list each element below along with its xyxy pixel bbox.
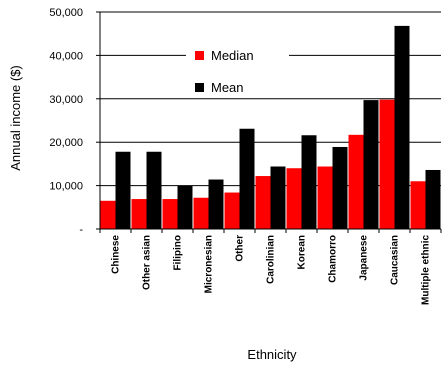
x-tick-label: Chamorro bbox=[328, 235, 339, 283]
x-axis-title: Ethnicity bbox=[247, 347, 297, 362]
bar-median bbox=[379, 99, 395, 229]
x-tick-label: Filipino bbox=[173, 235, 184, 271]
y-tick-label: 50,000 bbox=[49, 7, 83, 19]
legend: Median Mean bbox=[186, 44, 289, 98]
bar-mean bbox=[301, 135, 317, 229]
y-tick-label: - bbox=[79, 224, 83, 236]
legend-swatch-mean bbox=[195, 83, 204, 92]
x-tick-label: Japanese bbox=[359, 235, 370, 281]
bar-median bbox=[255, 176, 271, 229]
legend-label-mean: Mean bbox=[211, 80, 244, 95]
bar-mean bbox=[332, 146, 348, 229]
y-tick-label: 40,000 bbox=[49, 50, 83, 62]
y-axis-title: Annual income ($) bbox=[8, 65, 23, 171]
x-tick-label: Carolinian bbox=[266, 235, 277, 284]
bar-mean bbox=[270, 166, 286, 229]
bar-mean bbox=[425, 169, 441, 229]
bar-mean bbox=[177, 185, 193, 229]
y-tick-label: 10,000 bbox=[49, 181, 83, 193]
bar-mean bbox=[146, 151, 162, 229]
y-tick-label: 20,000 bbox=[49, 137, 83, 149]
bar-median bbox=[224, 192, 240, 229]
legend-swatch-median bbox=[195, 51, 204, 60]
x-tick-label: Korean bbox=[297, 235, 308, 269]
bars bbox=[100, 25, 441, 230]
x-tick-label: Micronesian bbox=[204, 235, 215, 293]
x-tick-label: Other asian bbox=[142, 235, 153, 290]
bar-mean bbox=[208, 179, 224, 229]
legend-label-median: Median bbox=[211, 48, 254, 63]
bar-mean bbox=[115, 151, 131, 229]
bar-median bbox=[100, 200, 116, 229]
y-tick-labels: - 10,000 20,000 30,000 40,000 50,000 bbox=[49, 7, 83, 236]
x-tick-label: Caucasian bbox=[390, 235, 401, 285]
bar-mean bbox=[363, 100, 379, 230]
bar-median bbox=[286, 168, 302, 229]
bar-mean bbox=[239, 128, 255, 229]
x-tick-labels: Chinese Other asian Filipino Micronesian Oth… bbox=[111, 235, 432, 305]
axes bbox=[96, 11, 442, 233]
bar-median bbox=[162, 199, 178, 229]
bar-median bbox=[193, 197, 209, 229]
bar-median bbox=[348, 134, 364, 229]
bar-median bbox=[410, 181, 426, 229]
y-tick-label: 30,000 bbox=[49, 94, 83, 106]
bar-median bbox=[317, 166, 333, 229]
x-tick-label: Other bbox=[235, 235, 246, 262]
x-tick-label: Chinese bbox=[111, 235, 122, 274]
bar-mean bbox=[394, 25, 410, 229]
x-tick-label: Multiple ethnic bbox=[421, 235, 432, 305]
bar-median bbox=[131, 199, 147, 229]
